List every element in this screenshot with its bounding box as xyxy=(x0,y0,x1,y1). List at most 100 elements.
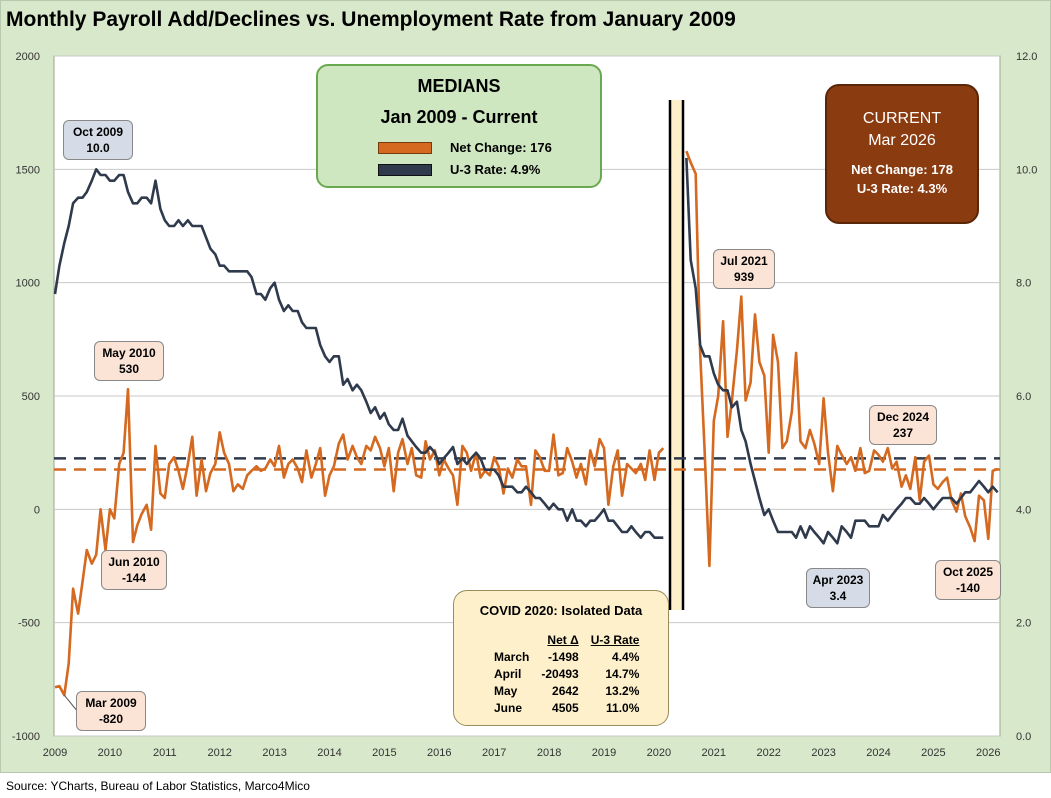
callout-oct-2025-value: -140 xyxy=(955,581,981,595)
legend-item-net-change: Net Change: 176 xyxy=(378,140,552,155)
series-lines xyxy=(53,150,999,697)
covid-net: 4505 xyxy=(552,700,579,715)
y-right-tick-label: 10.0 xyxy=(1016,164,1037,176)
x-tick-label: 2011 xyxy=(153,747,177,759)
covid-u3: 14.7% xyxy=(605,666,640,681)
x-tick-label: 2023 xyxy=(811,747,835,759)
legend-item-u3: U-3 Rate: 4.9% xyxy=(378,162,540,177)
axes: 2000 1500 1000 500 0 -500 -1000 12.0 10.0 8.0 6.0 4… xyxy=(12,51,1038,759)
x-tick-label: 2010 xyxy=(98,747,122,759)
callout-oct-2025: Oct 2025 -140 xyxy=(935,560,1001,600)
covid-net: -1498 xyxy=(548,649,579,664)
callout-jul-2021: Jul 2021 939 xyxy=(713,249,775,289)
x-tick-label: 2013 xyxy=(262,747,286,759)
x-tick-label: 2021 xyxy=(702,747,726,759)
covid-col-u3: U-3 Rate xyxy=(590,632,640,647)
covid-month: April xyxy=(494,666,522,681)
legend-label-u3: U-3 Rate: 4.9% xyxy=(450,162,541,177)
x-tick-label: 2025 xyxy=(921,747,945,759)
x-tick-label: 2014 xyxy=(317,747,341,759)
callout-oct-2009: Oct 2009 10.0 xyxy=(63,120,133,160)
x-tick-label: 2018 xyxy=(537,747,561,759)
leader-lines xyxy=(63,694,79,713)
y-right-tick-label: 4.0 xyxy=(1016,504,1031,516)
covid-month: March xyxy=(494,649,530,664)
table-row: May 2642 13.2% xyxy=(490,682,645,699)
callout-dec-2024-date: Dec 2024 xyxy=(876,410,930,424)
medians-title-1: MEDIANS xyxy=(417,76,501,96)
source-note: Source: YCharts, Bureau of Labor Statist… xyxy=(6,779,310,793)
covid-col-net: Net Δ xyxy=(547,632,579,647)
x-tick-label: 2015 xyxy=(372,747,396,759)
covid-header-row: Net Δ U-3 Rate xyxy=(490,631,645,648)
series-line-u3-rate xyxy=(53,168,664,540)
covid-u3: 11.0% xyxy=(606,700,640,715)
covid-table: Net Δ U-3 Rate March -1498 4.4% April -2… xyxy=(490,631,645,716)
callout-oct-2025-date: Oct 2025 xyxy=(942,565,994,579)
x-tick-label: 2026 xyxy=(976,747,1000,759)
current-u3-rate: U-3 Rate: 4.3% xyxy=(856,181,948,196)
covid-band xyxy=(670,100,683,610)
y-right-tick-label: 8.0 xyxy=(1016,278,1031,290)
x-tick-label: 2016 xyxy=(427,747,451,759)
y-left-tick-label: 2000 xyxy=(16,51,40,63)
medians-box: MEDIANS Jan 2009 - Current Net Change: 1… xyxy=(316,64,602,188)
table-row: March -1498 4.4% xyxy=(490,648,645,665)
callout-jul-2021-date: Jul 2021 xyxy=(720,254,768,268)
leader-line-mar-2009 xyxy=(63,694,79,713)
covid-u3: 13.2% xyxy=(605,683,640,698)
callout-apr-2023-date: Apr 2023 xyxy=(812,573,864,587)
y-left-tick-label: -500 xyxy=(18,618,40,630)
callout-jun-2010: Jun 2010 -144 xyxy=(101,550,167,590)
legend-swatch-net-change xyxy=(378,141,432,154)
covid-month: June xyxy=(494,700,523,715)
covid-title: COVID 2020: Isolated Data xyxy=(479,603,643,618)
callout-oct-2009-value: 10.0 xyxy=(86,141,110,155)
series-line-u3-rate xyxy=(685,157,999,545)
x-tick-label: 2019 xyxy=(592,747,616,759)
y-left-tick-label: 500 xyxy=(22,391,40,403)
x-tick-label: 2020 xyxy=(647,747,671,759)
current-box: CURRENT Mar 2026 Net Change: 178 U-3 Rat… xyxy=(825,84,979,224)
callout-jul-2021-value: 939 xyxy=(733,270,755,284)
y-right-tick-label: 2.0 xyxy=(1016,618,1031,630)
table-row: June 4505 11.0% xyxy=(490,699,645,716)
callout-apr-2023: Apr 2023 3.4 xyxy=(806,568,870,608)
x-tick-label: 2009 xyxy=(43,747,67,759)
callout-jun-2010-date: Jun 2010 xyxy=(108,555,160,569)
x-tick-label: 2017 xyxy=(482,747,506,759)
callout-oct-2009-date: Oct 2009 xyxy=(72,125,124,139)
y-left-tick-label: 1500 xyxy=(16,164,40,176)
y-right-tick-label: 0.0 xyxy=(1016,731,1031,743)
series-line-net-change xyxy=(685,150,999,568)
covid-net: -20493 xyxy=(541,666,579,681)
grid-lines xyxy=(54,55,1000,737)
y-left-tick-label: 0 xyxy=(34,504,40,516)
medians-title-2: Jan 2009 - Current xyxy=(380,107,538,127)
callout-jun-2010-value: -144 xyxy=(121,571,147,585)
x-tick-label: 2024 xyxy=(866,747,890,759)
covid-net: 2642 xyxy=(552,683,579,698)
table-row: April -20493 14.7% xyxy=(490,665,645,682)
x-tick-label: 2012 xyxy=(207,747,231,759)
covid-box: COVID 2020: Isolated Data Net Δ U-3 Rate… xyxy=(453,590,669,726)
callout-may-2010: May 2010 530 xyxy=(94,341,164,381)
callout-dec-2024-value: 237 xyxy=(892,426,914,440)
chart-title: Monthly Payroll Add/Declines vs. Unemplo… xyxy=(6,8,736,31)
y-left-tick-label: -1000 xyxy=(12,731,40,743)
callout-may-2010-value: 530 xyxy=(118,362,140,376)
legend-label-net-change: Net Change: 176 xyxy=(450,140,552,155)
covid-col-month xyxy=(490,631,535,648)
covid-month: May xyxy=(494,683,518,698)
callout-mar-2009-value: -820 xyxy=(98,712,124,726)
x-tick-label: 2022 xyxy=(756,747,780,759)
current-net-change: Net Change: 178 xyxy=(851,162,953,177)
current-title-2: Mar 2026 xyxy=(868,132,936,149)
callout-dec-2024: Dec 2024 237 xyxy=(869,405,937,445)
callout-apr-2023-value: 3.4 xyxy=(829,589,847,603)
legend-swatch-u3 xyxy=(378,163,432,176)
current-title-1: CURRENT xyxy=(862,110,942,127)
callout-mar-2009: Mar 2009 -820 xyxy=(76,691,146,731)
callout-mar-2009-date: Mar 2009 xyxy=(85,696,137,710)
y-right-tick-label: 12.0 xyxy=(1016,51,1037,63)
